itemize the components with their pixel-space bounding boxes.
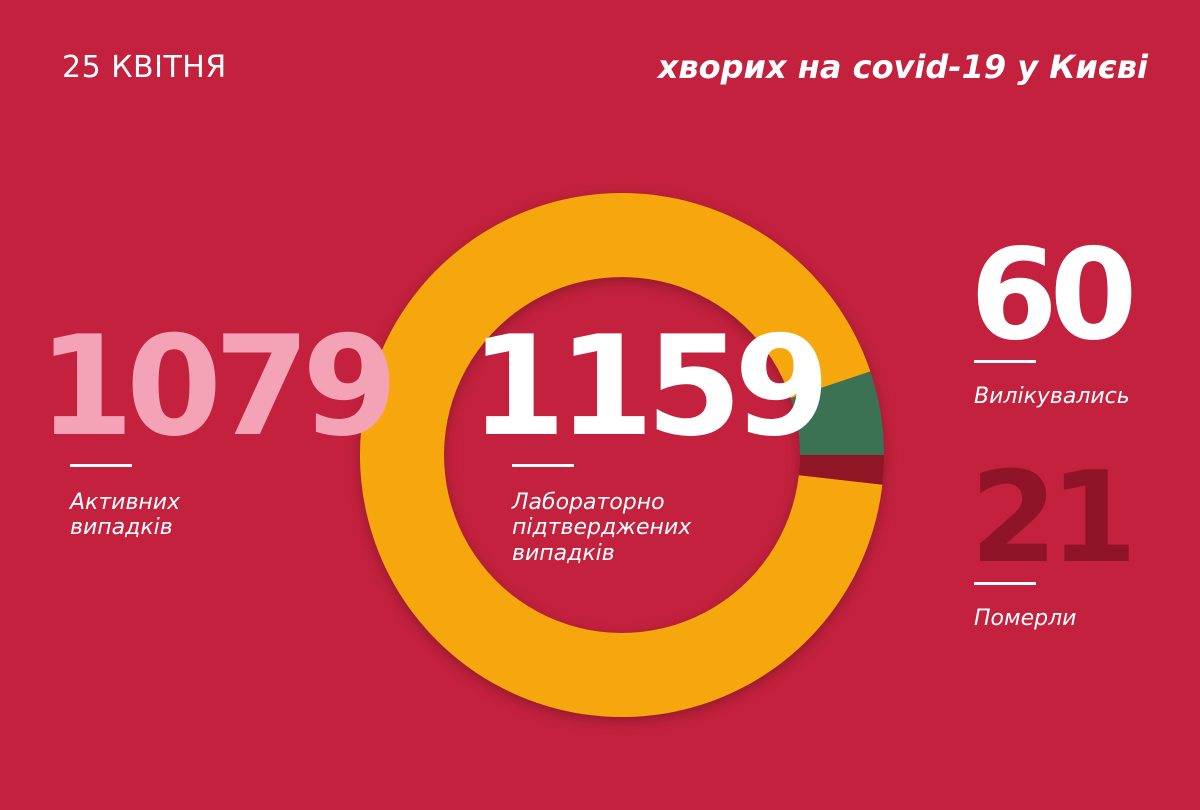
confirmed-cases-divider [512,464,574,467]
date-label: 25 КВІТНЯ [62,50,227,85]
deaths-label: Померли [974,606,1077,631]
active-cases-label-line1: Активних [70,490,181,515]
page-title: хворих на covid-19 у Києві [657,48,1148,86]
confirmed-cases-label-line1: Лабораторно [512,490,665,515]
deaths-number: 21 [970,444,1137,591]
active-cases-caption: Активних випадків [70,490,180,541]
donut-segment-recovered [790,371,884,455]
confirmed-cases-number: 1159 [470,306,830,467]
confirmed-cases-label-line2: підтверджених [512,515,692,541]
recovered-divider [974,360,1036,363]
recovered-label: Вилікувались [974,384,1130,409]
active-cases-divider [70,464,132,467]
active-cases-number: 1079 [38,306,398,467]
active-cases-label-line2: випадків [70,515,173,541]
donut-segment-active [359,192,883,717]
confirmed-cases-caption: Лабораторно підтверджених випадків [512,490,691,566]
recovered-number: 60 [970,221,1137,368]
confirmed-cases-label-line3: випадків [512,540,615,566]
donut-segment-deaths [798,455,884,485]
deaths-divider [974,582,1036,585]
